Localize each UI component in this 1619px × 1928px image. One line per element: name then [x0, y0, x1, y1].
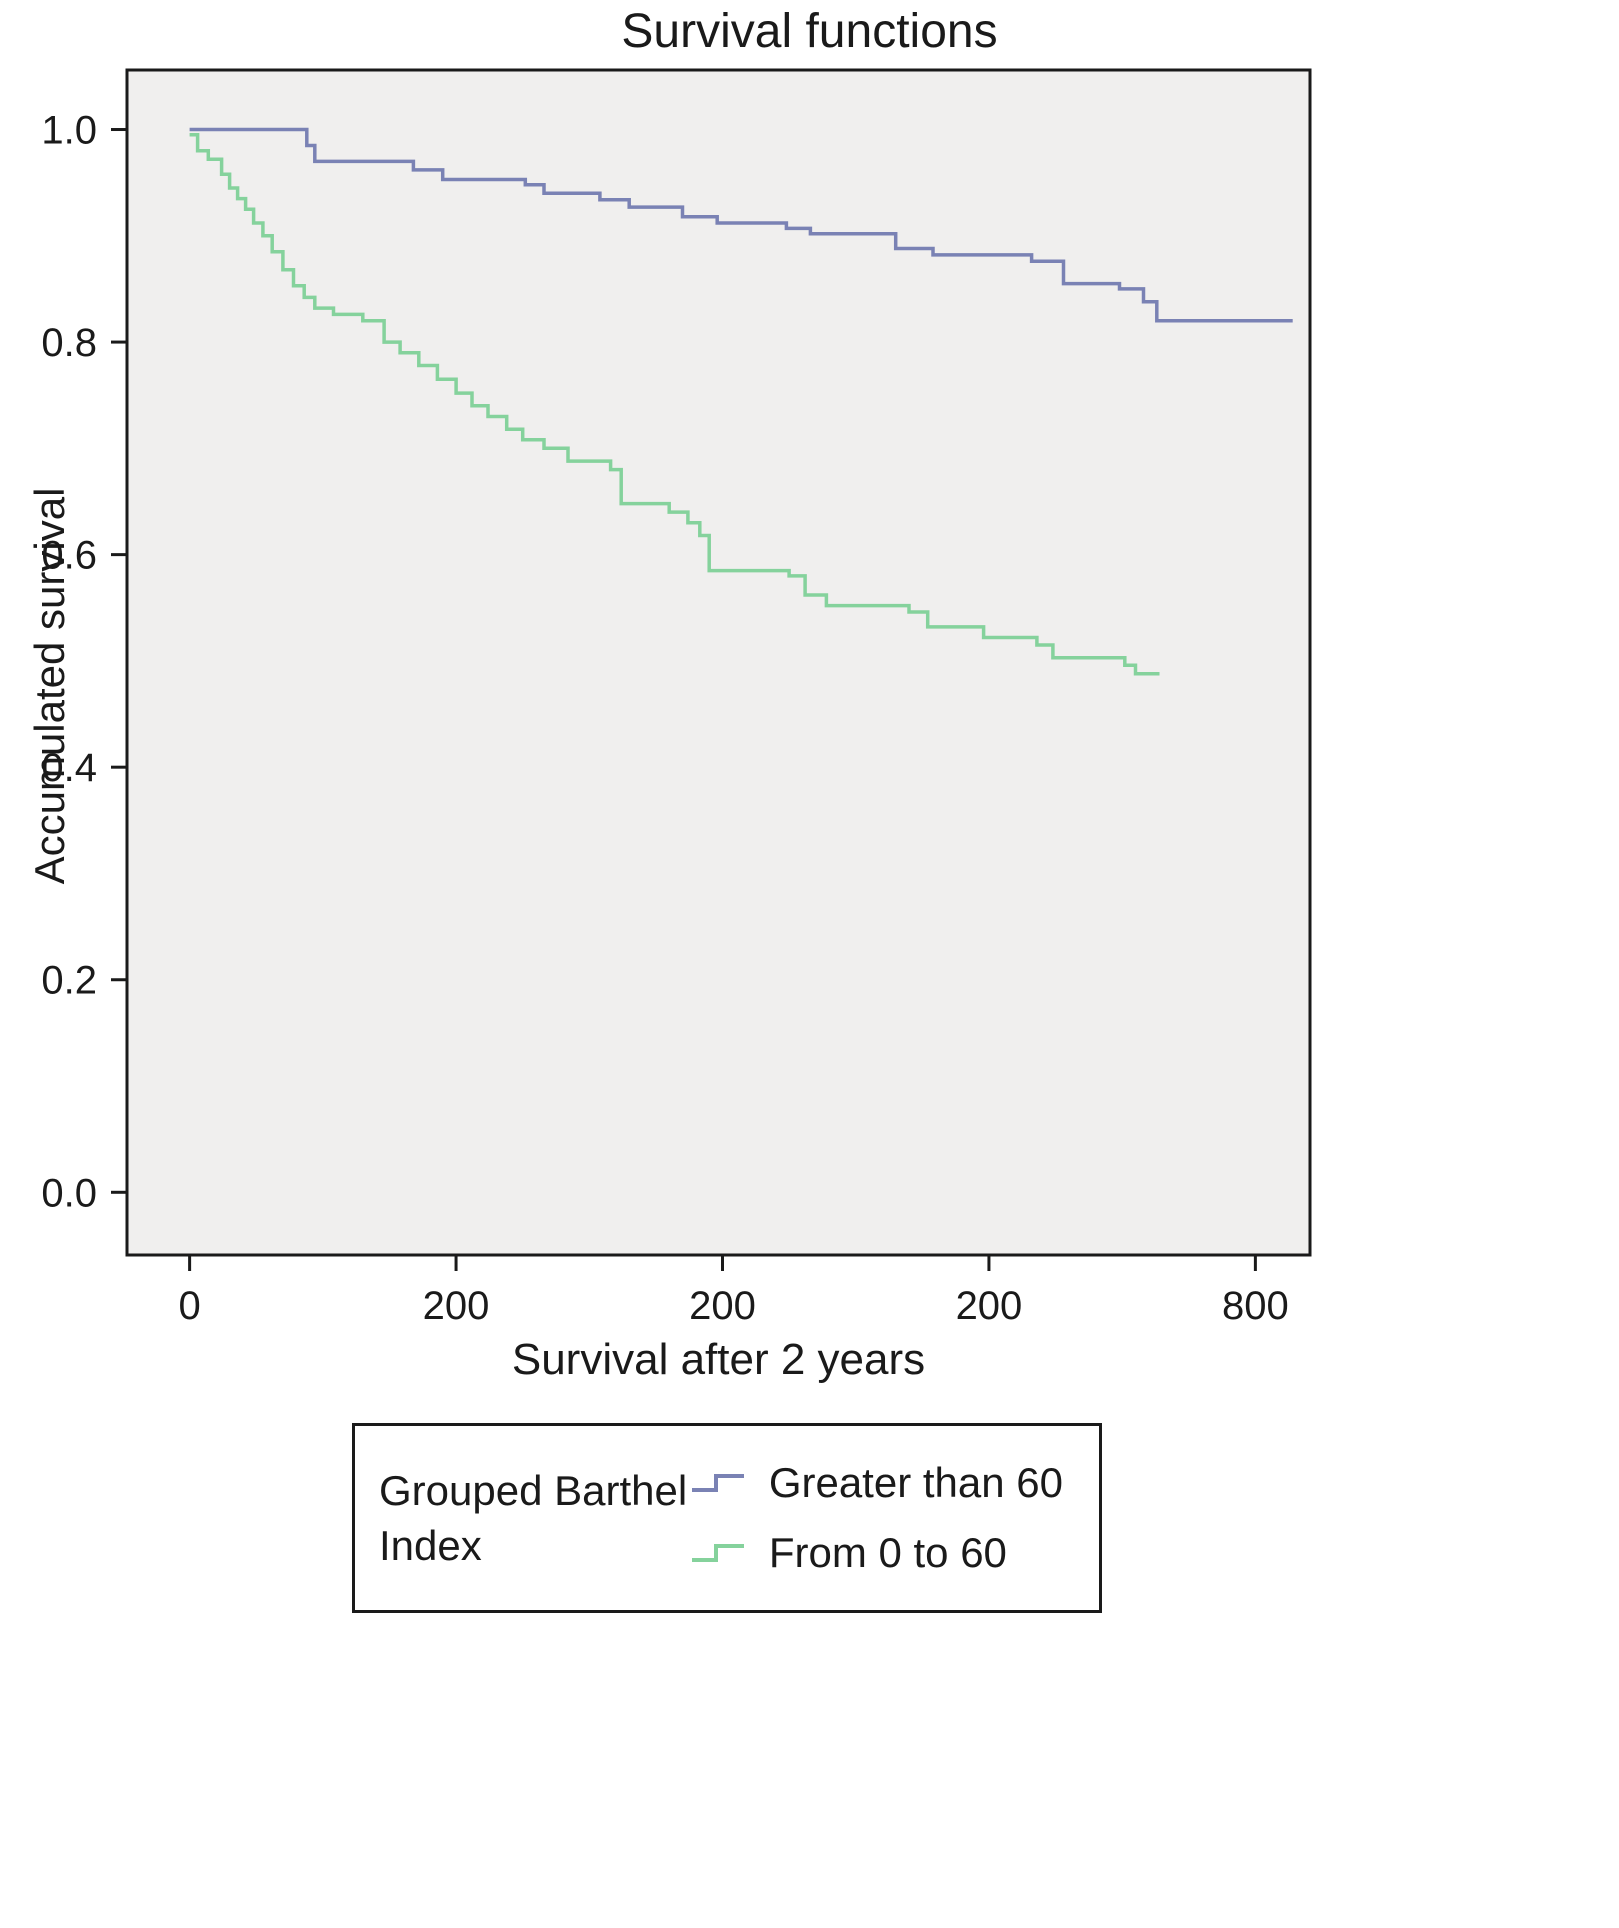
legend-group-label: Grouped Barthel Index: [379, 1466, 688, 1569]
legend-entries: Greater than 60 From 0 to 60: [689, 1459, 1063, 1577]
series-line-from-0-to-60: [189, 133, 1160, 676]
y-tick-label: 0.2: [41, 959, 97, 1003]
legend-entry-greater-than-60: Greater than 60: [689, 1459, 1063, 1507]
y-axis-label: Accumulated survival: [26, 487, 73, 885]
x-tick-label: 800: [1222, 1284, 1289, 1328]
x-tick-label: 200: [956, 1284, 1023, 1328]
legend-entry-from-0-to-60: From 0 to 60: [689, 1529, 1063, 1577]
y-tick-label: 0.6: [41, 534, 97, 578]
step-line-icon: [691, 1544, 744, 1562]
plot-area: [125, 68, 1312, 1257]
y-tick-label: 0.0: [41, 1171, 97, 1215]
x-axis-label: Survival after 2 years: [511, 1335, 926, 1384]
legend-box: Grouped Barthel Index Greater than 60 Fr…: [352, 1423, 1102, 1613]
survival-chart-svg: 1.0 0.8 0.6 0.4 0.2 0.0 0 200 200 200 800: [41, 68, 1312, 1328]
x-tick-label: 200: [423, 1284, 490, 1328]
series-line-greater-than-60: [189, 127, 1293, 323]
legend-entry-label: Greater than 60: [768, 1459, 1063, 1506]
x-tick-label: 0: [178, 1284, 200, 1328]
legend-entry-label: From 0 to 60: [768, 1529, 1007, 1576]
step-line-icon: [691, 1474, 744, 1492]
y-tick-label: 0.4: [41, 746, 97, 790]
y-tick-label: 0.8: [41, 321, 97, 365]
chart-title: Survival functions: [621, 5, 998, 58]
y-tick-label: 1.0: [41, 109, 97, 153]
x-tick-label: 200: [689, 1284, 756, 1328]
